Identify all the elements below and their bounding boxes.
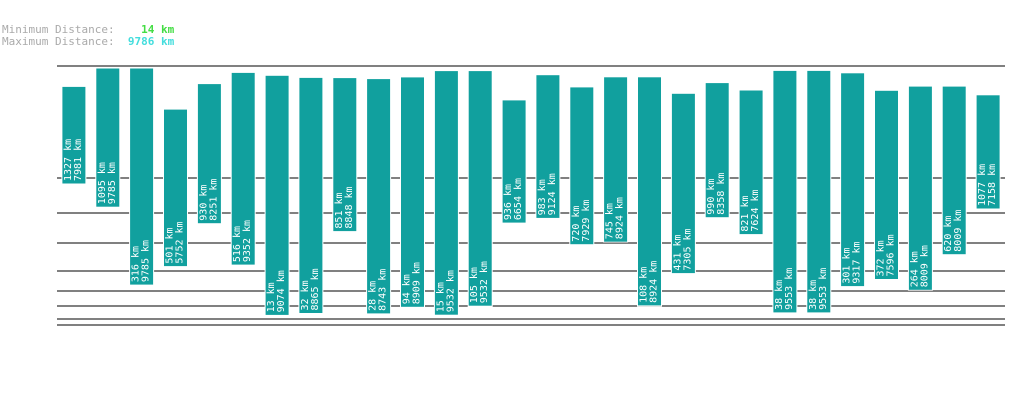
bar-min-label: 431 km [672,234,683,270]
bar-min-label: 13 km [266,282,277,312]
distance-bar [941,85,967,256]
distance-bar [467,70,493,307]
distance-bar [264,74,290,316]
bar-min-label: 821 km [740,195,751,231]
bar-min-label: 94 km [402,274,413,304]
bar-max-label: 9553 km [784,268,795,310]
bar-min-label: 15 km [435,282,446,312]
distance-bar [501,99,527,224]
bar-max-label: 7158 km [987,164,998,206]
bar-min-label: 264 km [909,251,920,287]
bar-min-label: 301 km [842,247,853,283]
distance-bar [569,86,595,246]
bar-min-label: 1327 km [63,139,74,181]
bar-min-label: 32 km [300,280,311,310]
bar-max-label: 8924 km [649,261,660,303]
bar-min-label: 851 km [334,192,345,228]
bar-max-label: 7305 km [682,228,693,270]
distance-bar [637,76,662,307]
distance-bar [975,94,1001,210]
bar-max-label: 6654 km [513,178,524,220]
bar-max-label: 8009 km [953,210,964,252]
legend-min-label: Minimum Distance: [2,23,115,36]
distance-bar [400,76,425,308]
distance-bar [806,69,832,314]
bar-min-label: 930 km [198,185,209,221]
bar-max-label: 9352 km [242,220,253,262]
distance-bar [907,85,933,291]
distance-bar [129,67,155,286]
bar-max-label: 7624 km [750,189,761,231]
legend-min-value: 14 km [141,23,175,36]
legend-max-row: Maximum Distance: 9786 km [2,36,174,48]
distance-bar [196,83,222,225]
bar-max-label: 7596 km [886,234,897,276]
bar-min-label: 38 km [774,280,785,310]
bar-max-label: 7929 km [581,200,592,242]
bar-max-label: 8743 km [378,269,389,311]
bar-max-label: 8848 km [344,186,355,228]
distance-bar [298,76,324,315]
bar-min-label: 108 km [639,267,650,303]
distance-legend: Minimum Distance: 14 km Maximum Distance… [2,24,174,48]
bar-max-label: 9124 km [547,173,558,215]
distance-bar [704,82,730,219]
distance-bar [603,76,629,243]
bar-min-label: 516 km [232,226,243,262]
bar-min-label: 720 km [571,206,582,242]
bar-min-label: 28 km [368,281,379,311]
distance-bar [95,67,121,208]
distance-bar [163,108,188,268]
bar-min-label: 990 km [706,179,717,215]
bar-max-label: 8358 km [716,173,727,215]
distance-bar [61,85,87,185]
legend-max-value: 9786 km [127,35,175,48]
bar-min-label: 1077 km [977,164,988,206]
distance-bar [230,71,256,266]
legend-min-row: Minimum Distance: 14 km [2,24,174,36]
bar-max-label: 9074 km [276,270,287,312]
bar-min-label: 983 km [537,179,548,215]
bar-min-label: 316 km [131,246,142,282]
bar-max-label: 8924 km [615,197,626,239]
bar-min-label: 105 km [469,267,480,303]
distance-bar [738,89,764,236]
bar-min-label: 620 km [943,216,954,252]
distance-bar [772,69,798,314]
distance-bar [840,72,866,288]
bar-max-label: 7981 km [73,139,84,181]
bar-min-label: 372 km [876,240,887,276]
bar-max-label: 9532 km [479,261,490,303]
bar-max-label: 9785 km [107,162,118,204]
distance-bar [433,70,459,316]
bar-max-label: 5752 km [175,221,186,263]
bar-min-label: 936 km [503,184,514,220]
bar-min-label: 1095 km [97,162,108,204]
bar-max-label: 8009 km [919,245,930,287]
bar-min-label: 501 km [165,227,176,263]
legend-max-label: Maximum Distance: [2,35,115,48]
bar-max-label: 8865 km [310,268,321,310]
bar-max-label: 8909 km [412,262,423,304]
distance-bar [874,89,899,280]
distance-bar [670,92,696,275]
distance-bar [366,78,392,315]
bar-max-label: 8251 km [208,179,219,221]
bar-max-label: 9317 km [852,241,863,283]
bar-min-label: 745 km [605,203,616,239]
bar-min-label: 38 km [808,280,819,310]
bar-max-label: 9532 km [445,270,456,312]
bar-max-label: 9785 km [141,240,152,282]
distance-bar [535,74,561,219]
bar-max-label: 9553 km [818,268,829,310]
distance-bar [332,77,358,233]
